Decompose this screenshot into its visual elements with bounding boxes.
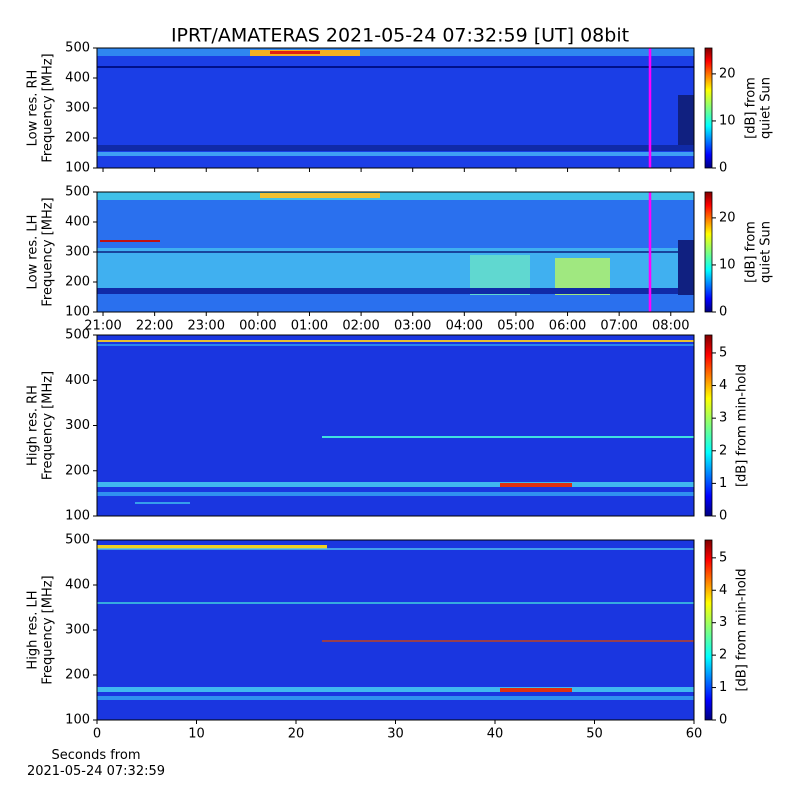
y-axis-label: High res. LHFrequency [MHz]: [25, 575, 55, 684]
colorbar-tick-label: 1: [719, 680, 727, 695]
x-axis-label: Seconds from 2021-05-24 07:32:59: [27, 748, 165, 779]
colorbar-tick-label: 10: [719, 113, 736, 128]
x-tick-label: 00:00: [239, 319, 276, 334]
y-tick-label: 500: [65, 41, 90, 56]
y-tick-label: 400: [65, 578, 90, 593]
colorbar-tick-label: 0: [719, 305, 727, 320]
y-tick-label: 100: [65, 305, 90, 320]
y-tick-label: 300: [65, 245, 90, 260]
y-tick-label: 100: [65, 713, 90, 728]
x-tick-label: 03:00: [394, 319, 431, 334]
colorbar-label: [dB] fromquiet Sun: [743, 77, 773, 139]
y-tick-label: 500: [65, 185, 90, 200]
x-tick-label: 07:00: [600, 319, 637, 334]
y-tick-label: 400: [65, 71, 90, 86]
colorbar-tick-label: 5: [719, 345, 727, 360]
colorbar-tick-label: 0: [719, 713, 727, 728]
y-tick-label: 300: [65, 623, 90, 638]
colorbar-tick-label: 0: [719, 509, 727, 524]
x-tick-label: 02:00: [342, 319, 379, 334]
colorbar: [704, 47, 713, 169]
y-tick-label: 300: [65, 418, 90, 433]
colorbar-tick-label: 20: [719, 66, 736, 81]
chart-title: IPRT/AMATERAS 2021-05-24 07:32:59 [UT] 0…: [171, 25, 629, 47]
x-tick-label: 05:00: [497, 319, 534, 334]
colorbar-label: [dB] from min-hold: [735, 364, 750, 487]
y-tick-label: 200: [65, 131, 90, 146]
colorbar-tick-label: 3: [719, 411, 727, 426]
y-tick-label: 100: [65, 161, 90, 176]
colorbar-tick-label: 5: [719, 550, 727, 565]
y-axis-label: Low res. RHFrequency [MHz]: [25, 53, 55, 162]
y-tick-label: 400: [65, 373, 90, 388]
y-axis-label: High res. RHFrequency [MHz]: [25, 371, 55, 480]
x-tick-label: 23:00: [188, 319, 225, 334]
y-tick-label: 500: [65, 533, 90, 548]
colorbar-tick-label: 2: [719, 443, 727, 458]
y-tick-label: 100: [65, 509, 90, 524]
x-tick-label: 0: [93, 727, 101, 742]
x-tick-label: 06:00: [549, 319, 586, 334]
colorbar: [704, 334, 713, 517]
colorbar-tick-label: 2: [719, 648, 727, 663]
colorbar: [704, 191, 713, 313]
colorbar-label: [dB] from min-hold: [735, 568, 750, 691]
colorbar-tick-label: 3: [719, 615, 727, 630]
x-tick-label: 04:00: [446, 319, 483, 334]
x-tick-label: 01:00: [291, 319, 328, 334]
y-tick-label: 200: [65, 275, 90, 290]
x-tick-label: 50: [586, 727, 603, 742]
x-tick-label: 30: [387, 727, 404, 742]
x-tick-label: 08:00: [652, 319, 689, 334]
y-tick-label: 300: [65, 101, 90, 116]
y-tick-label: 200: [65, 463, 90, 478]
y-tick-label: 200: [65, 668, 90, 683]
colorbar-tick-label: 20: [719, 210, 736, 225]
y-tick-label: 400: [65, 215, 90, 230]
x-tick-label: 22:00: [136, 319, 173, 334]
x-tick-label: 60: [686, 727, 703, 742]
colorbar-tick-label: 10: [719, 257, 736, 272]
x-tick-label: 40: [487, 727, 504, 742]
colorbar: [704, 539, 713, 721]
x-tick-label: 21:00: [84, 319, 121, 334]
y-tick-label: 500: [65, 328, 90, 343]
colorbar-tick-label: 1: [719, 476, 727, 491]
x-tick-label: 20: [288, 727, 305, 742]
colorbar-tick-label: 4: [719, 378, 727, 393]
y-axis-label: Low res. LHFrequency [MHz]: [25, 197, 55, 306]
colorbar-tick-label: 4: [719, 583, 727, 598]
colorbar-label: [dB] fromquiet Sun: [743, 221, 773, 283]
spectrogram-image: [97, 48, 694, 720]
x-tick-label: 10: [188, 727, 205, 742]
colorbar-tick-label: 0: [719, 161, 727, 176]
